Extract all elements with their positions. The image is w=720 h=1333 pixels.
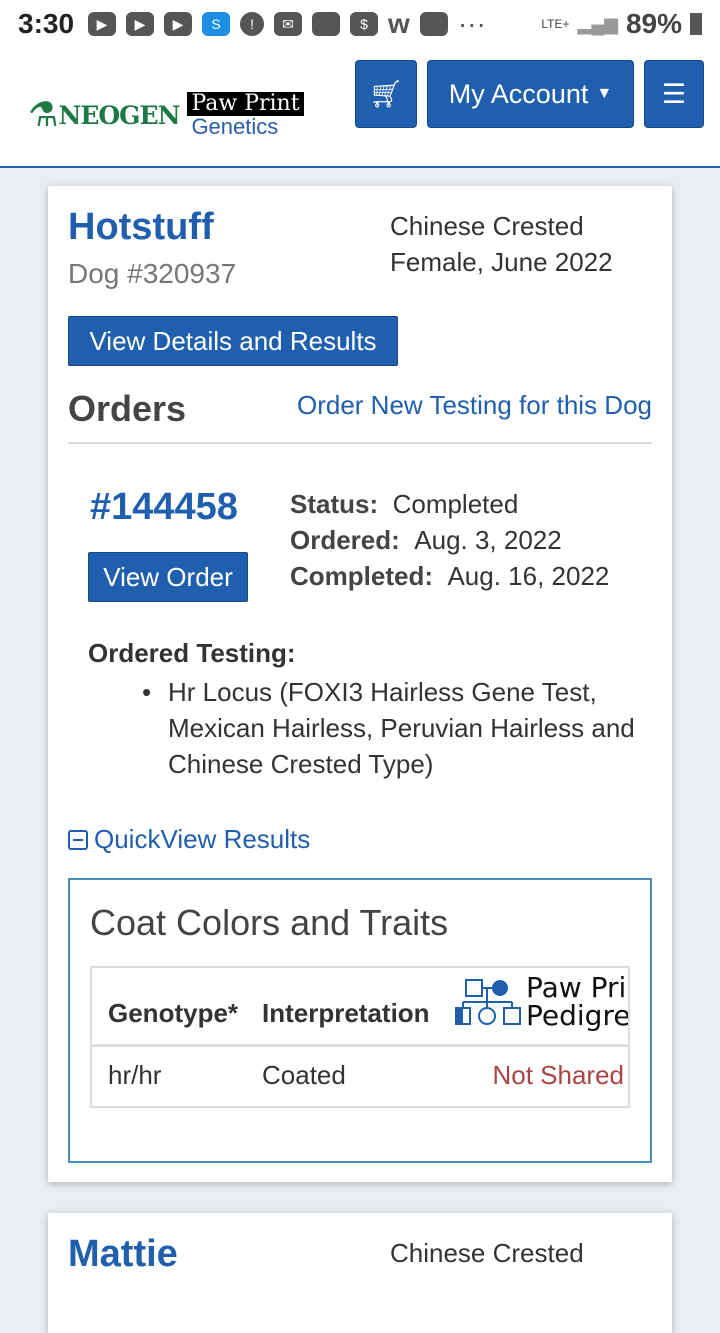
status-label: Status:	[290, 489, 379, 519]
hamburger-icon: ☰	[661, 78, 687, 109]
header-pedigree-line2: Pedigree	[526, 999, 630, 1032]
dog-name[interactable]: Hotstuff	[68, 206, 214, 248]
orders-heading: Orders	[68, 388, 187, 429]
pedigree-icon	[455, 979, 521, 1025]
battery-icon	[690, 13, 702, 35]
header-pedigree: Paw PrintPedigree	[526, 971, 630, 1032]
order-number[interactable]: #144458	[90, 486, 238, 528]
youtube-icon: ▶	[126, 12, 155, 36]
quickview-toggle[interactable]: QuickView Results	[68, 824, 310, 855]
view-details-button[interactable]: View Details and Results	[68, 316, 398, 366]
header-pedigree-line1: Paw Print	[526, 971, 628, 1004]
order-meta: Status: Completed Ordered: Aug. 3, 2022 …	[290, 486, 609, 594]
completed-label: Completed:	[290, 561, 433, 591]
ordered-testing-label: Ordered Testing:	[88, 638, 296, 668]
caret-down-icon: ▼	[596, 85, 613, 102]
header-interpretation: Interpretation	[262, 998, 430, 1028]
pedigree-cell: Not Shared	[492, 1060, 624, 1090]
tag-icon: $	[350, 12, 379, 36]
dog-number: Dog #320937	[68, 258, 237, 289]
wish-icon: w	[388, 8, 410, 39]
results-table: Genotype* Interpretation Paw PrintPedigr…	[90, 966, 630, 1108]
flask-icon: ⚗	[28, 96, 59, 134]
results-title: Coat Colors and Traits	[90, 902, 449, 943]
alert-icon: !	[240, 12, 265, 36]
paw-print-genetics-logo: Paw Print Genetics	[187, 92, 304, 139]
breed: Chinese Crested	[390, 1238, 584, 1268]
interpretation-cell: Coated	[262, 1060, 346, 1090]
neogen-logo: NEOGEN	[58, 100, 180, 130]
youtube-icon: ▶	[88, 12, 117, 36]
completed-value: Aug. 16, 2022	[447, 561, 610, 591]
signal-icon: ▂▄▆	[577, 13, 618, 34]
sex-birth: Female, June 2022	[390, 247, 613, 277]
dog-info: Chinese Crested Female, June 2022	[390, 208, 613, 280]
battery-level: 89%	[625, 8, 682, 39]
cart-icon: 🛒︎	[368, 79, 404, 109]
network-type: LTE+	[541, 17, 570, 31]
genotype-cell: hr/hr	[108, 1060, 162, 1090]
breed: Chinese Crested	[390, 211, 584, 241]
logo-top: Paw Print	[187, 92, 304, 116]
dog-info: Chinese Crested	[390, 1235, 584, 1271]
image-icon	[419, 12, 448, 36]
more-icon: ···	[457, 8, 486, 39]
status-bar: 3:30 ▶ ▶ ▶ S ! ✉ $ w ··· LTE+ ▂▄▆ 89%	[0, 0, 720, 48]
folder-icon	[312, 12, 341, 36]
navbar: ⚗ NEOGEN Paw Print Genetics 🛒︎ My Accoun…	[0, 48, 720, 168]
header-divider	[92, 1044, 628, 1047]
my-account-button[interactable]: My Account ▼	[427, 60, 634, 128]
ordered-label: Ordered:	[290, 525, 400, 555]
account-label: My Account	[448, 78, 589, 109]
view-order-button[interactable]: View Order	[88, 552, 248, 602]
results-panel: Coat Colors and Traits Genotype* Interpr…	[68, 878, 652, 1163]
skype-icon: S	[202, 12, 231, 36]
divider	[68, 442, 652, 444]
dog-card: Hotstuff Dog #320937 Chinese Crested Fema…	[48, 186, 672, 1182]
collapse-icon	[68, 829, 88, 850]
logo-bottom: Genetics	[191, 114, 279, 139]
logo[interactable]: ⚗ NEOGEN Paw Print Genetics	[28, 92, 304, 138]
dog-card: Mattie Chinese Crested	[48, 1213, 672, 1333]
ordered-value: Aug. 3, 2022	[414, 525, 562, 555]
cart-button[interactable]: 🛒︎	[355, 60, 417, 128]
dog-name[interactable]: Mattie	[68, 1233, 178, 1275]
clock: 3:30	[18, 8, 75, 39]
order-new-testing-link[interactable]: Order New Testing for this Dog	[297, 390, 652, 420]
quickview-label: QuickView Results	[94, 824, 311, 854]
mail-icon: ✉	[274, 12, 303, 36]
menu-button[interactable]: ☰	[644, 60, 704, 128]
header-genotype: Genotype*	[108, 998, 239, 1028]
youtube-icon: ▶	[164, 12, 193, 36]
test-item: Hr Locus (FOXI3 Hairless Gene Test, Mexi…	[142, 674, 638, 782]
status-value: Completed	[392, 489, 519, 519]
